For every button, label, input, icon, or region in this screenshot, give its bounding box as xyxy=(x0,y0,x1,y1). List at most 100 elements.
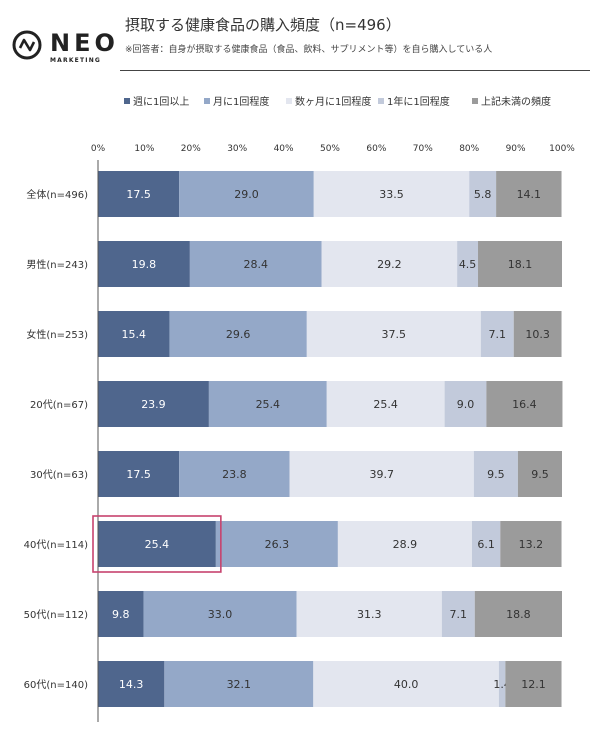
data-label: 12.1 xyxy=(521,678,546,691)
legend-swatch xyxy=(472,98,478,104)
x-tick-label: 50% xyxy=(320,144,340,154)
data-label: 28.9 xyxy=(393,538,418,551)
legend-swatch xyxy=(286,98,292,104)
bar-segment xyxy=(98,661,165,707)
category-label: 50代(n=112) xyxy=(24,609,88,621)
x-tick-label: 10% xyxy=(134,144,154,154)
bar-segment xyxy=(474,591,562,637)
data-label: 7.1 xyxy=(489,328,507,341)
highlight-box xyxy=(92,515,222,573)
bar-segment xyxy=(306,311,481,357)
category-label: 男性(n=243) xyxy=(26,258,88,271)
title-divider xyxy=(120,70,590,71)
data-label: 29.0 xyxy=(234,188,259,201)
bar-segment xyxy=(189,241,322,287)
legend-swatch xyxy=(204,98,210,104)
bar-segment xyxy=(469,171,497,217)
data-label: 9.5 xyxy=(531,468,549,481)
category-label: 全体(n=496) xyxy=(26,188,88,201)
bar-segment xyxy=(337,521,472,567)
legend-label: 月に1回程度 xyxy=(213,95,269,108)
overlay xyxy=(92,160,222,722)
bar-segment xyxy=(98,171,180,217)
bar-segment xyxy=(513,311,562,357)
bar-segment xyxy=(478,241,562,287)
data-label: 9.0 xyxy=(457,398,475,411)
category-labels: 全体(n=496) 男性(n=243) 女性(n=253) 20代(n=67) 30代(… xyxy=(24,188,88,691)
data-label: 15.4 xyxy=(121,328,146,341)
bar-segment xyxy=(164,661,314,707)
bar-segment xyxy=(98,521,216,567)
data-label: 14.1 xyxy=(517,188,542,201)
logo-sub: MARKETING xyxy=(50,57,102,64)
data-label: 7.1 xyxy=(450,608,468,621)
x-tick-label: 30% xyxy=(227,144,247,154)
legend-label: 1年に1回程度 xyxy=(387,95,450,108)
data-label: 14.3 xyxy=(119,678,144,691)
data-label: 40.0 xyxy=(394,678,419,691)
data-label: 16.4 xyxy=(512,398,537,411)
bar-segment xyxy=(505,661,562,707)
chart-title: 摂取する健康食品の購入頻度（n=496） xyxy=(125,16,401,34)
bar-segment xyxy=(313,661,499,707)
bar-segment xyxy=(500,521,562,567)
x-tick-label: 70% xyxy=(413,144,433,154)
data-label: 31.3 xyxy=(357,608,382,621)
category-label: 20代(n=67) xyxy=(30,399,88,411)
x-tick-label: 0% xyxy=(91,144,106,154)
x-axis-ticks: 0% 10% 20% 30% 40% 50% 60% 70% 80% 90% 100% xyxy=(91,144,575,154)
bar-segment xyxy=(98,311,170,357)
category-label: 60代(n=140) xyxy=(24,679,88,691)
data-label: 23.9 xyxy=(141,398,166,411)
data-label: 6.1 xyxy=(477,538,495,551)
bar-segment xyxy=(441,591,475,637)
bar-segment xyxy=(517,451,562,497)
bar-segment xyxy=(473,451,518,497)
category-label: 30代(n=63) xyxy=(30,469,88,481)
bar-segment xyxy=(289,451,474,497)
data-label: 18.8 xyxy=(506,608,531,621)
data-label: 25.4 xyxy=(145,538,170,551)
legend-swatch xyxy=(378,98,384,104)
bar-segment xyxy=(496,171,562,217)
bar-segment xyxy=(471,521,501,567)
bar-segment xyxy=(98,241,190,287)
bar-segment xyxy=(313,171,470,217)
legend-label: 数ヶ月に1回程度 xyxy=(295,95,371,108)
bar-segment xyxy=(179,171,314,217)
data-label: 29.2 xyxy=(377,258,402,271)
bar-segment xyxy=(498,661,506,707)
x-tick-label: 20% xyxy=(181,144,201,154)
bar-segment xyxy=(486,381,563,427)
logo-mark-icon xyxy=(12,30,42,60)
bar-segment xyxy=(208,381,327,427)
chart-subtitle: ※回答者：自身が摂取する健康食品（食品、飲料、サプリメント等）を自ら購入している… xyxy=(125,45,493,55)
bar-segment xyxy=(326,381,445,427)
data-label: 26.3 xyxy=(265,538,290,551)
data-label: 37.5 xyxy=(382,328,407,341)
legend-swatch xyxy=(124,98,130,104)
x-tick-label: 60% xyxy=(366,144,386,154)
bar-segment xyxy=(444,381,487,427)
logo-word: NEO xyxy=(50,29,119,57)
data-label: 5.8 xyxy=(474,188,492,201)
legend-label: 週に1回以上 xyxy=(133,96,189,108)
data-label: 13.2 xyxy=(519,538,544,551)
x-tick-label: 40% xyxy=(274,144,294,154)
category-label: 女性(n=253) xyxy=(26,328,88,341)
x-tick-label: 80% xyxy=(459,144,479,154)
bar-segment xyxy=(321,241,458,287)
data-label: 19.8 xyxy=(132,258,157,271)
x-tick-label: 100% xyxy=(549,144,575,154)
legend: 週に1回以上 月に1回程度 数ヶ月に1回程度 1年に1回程度 上記未満の頻度 xyxy=(124,95,551,108)
data-label: 32.1 xyxy=(227,678,252,691)
header: NEO MARKETING 摂取する健康食品の購入頻度（n=496） ※回答者：… xyxy=(0,0,598,80)
data-label: 18.1 xyxy=(508,258,533,271)
bar-segment xyxy=(296,591,442,637)
bar-segment xyxy=(98,381,209,427)
data-label: 39.7 xyxy=(369,468,394,481)
data-label: 4.5 xyxy=(459,258,477,271)
category-label: 40代(n=114) xyxy=(24,539,88,551)
bar-segment xyxy=(169,311,307,357)
legend-label: 上記未満の頻度 xyxy=(481,95,551,108)
